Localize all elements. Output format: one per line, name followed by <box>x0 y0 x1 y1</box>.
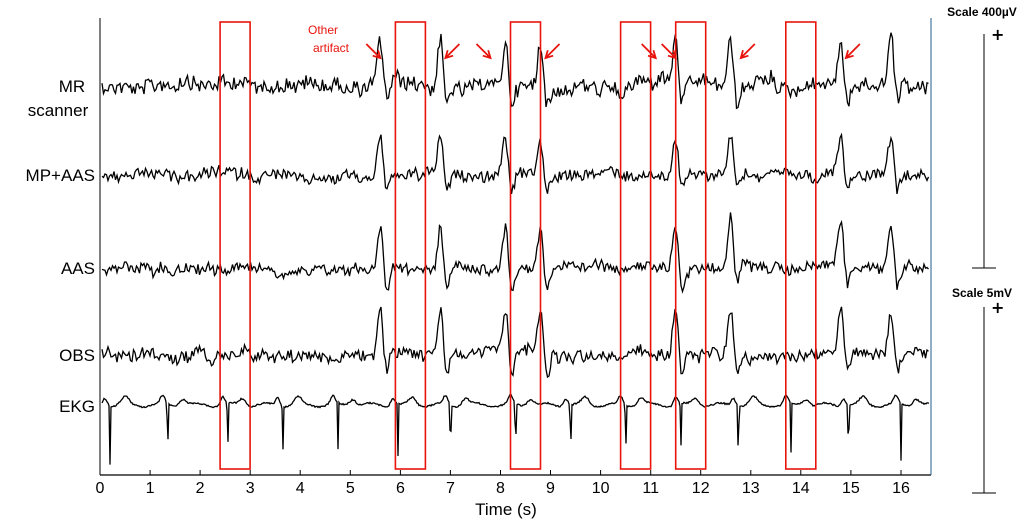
channel-label-mr-scanner: MR scanner <box>28 77 89 120</box>
annotation-line: Other <box>308 23 338 37</box>
artifact-window-box <box>619 21 652 470</box>
artifact-arrow <box>641 43 658 60</box>
x-tick-label: 5 <box>346 480 355 497</box>
x-tick-label: 13 <box>742 480 760 497</box>
x-tick-label: 15 <box>842 480 860 497</box>
scale-bar-400uv: Scale 400µV + <box>947 5 1017 269</box>
x-tick-label: 3 <box>246 480 255 497</box>
channel-label-line: MR <box>59 77 85 96</box>
plus-icon: + <box>991 25 1004 44</box>
x-tick-label: 12 <box>692 480 710 497</box>
trace-aas <box>101 212 929 294</box>
artifact-arrow <box>661 43 678 60</box>
x-tick-label: 2 <box>196 480 205 497</box>
x-tick-label: 8 <box>496 480 505 497</box>
artifact-arrow <box>365 43 382 60</box>
x-tick-label: 10 <box>592 480 610 497</box>
artifact-window-box <box>509 21 542 470</box>
artifact-arrow <box>544 43 561 60</box>
plus-icon: + <box>991 298 1004 317</box>
scale-bar-label: Scale 5mV <box>952 286 1012 300</box>
x-tick-label: 6 <box>396 480 405 497</box>
x-tick-label: 9 <box>546 480 555 497</box>
trace-obs <box>101 306 929 379</box>
artifact-arrow <box>844 43 861 60</box>
artifact-windows <box>219 21 817 470</box>
artifact-window-box <box>394 21 427 470</box>
x-tick-label: 7 <box>446 480 455 497</box>
x-tick-label: 14 <box>792 480 810 497</box>
x-tick-label: 16 <box>892 480 910 497</box>
artifact-arrows <box>365 43 861 60</box>
x-axis-ticks: 0 1 2 3 4 5 6 7 8 9 10 11 12 13 14 15 16 <box>96 470 910 497</box>
annotation-line: artifact <box>313 41 350 55</box>
x-tick-label: 4 <box>296 480 305 497</box>
signal-traces <box>101 32 930 465</box>
channel-label-mp-aas: MP+AAS <box>26 166 95 185</box>
trace-ekg <box>101 393 930 465</box>
x-tick-label: 11 <box>642 480 659 497</box>
x-axis-label: Time (s) <box>475 500 537 519</box>
channel-label-aas: AAS <box>61 259 95 278</box>
artifact-arrow <box>444 43 461 60</box>
scale-bar-5mv: Scale 5mV + <box>952 286 1012 494</box>
channel-label-line: scanner <box>28 101 89 120</box>
x-tick-label: 1 <box>146 480 155 497</box>
artifact-window-box <box>784 21 817 470</box>
channel-label-ekg: EKG <box>59 397 95 416</box>
x-tick-label: 0 <box>96 480 105 497</box>
artifact-window-box <box>674 21 707 470</box>
artifact-window-box <box>219 21 251 470</box>
other-artifact-annotation: Other artifact <box>308 23 350 55</box>
trace-mr-scanner <box>101 32 929 110</box>
channel-label-obs: OBS <box>59 346 95 365</box>
artifact-arrow <box>739 43 756 60</box>
trace-mp-aas <box>101 132 930 195</box>
artifact-arrow <box>475 43 492 60</box>
scale-bar-label: Scale 400µV <box>947 5 1017 19</box>
